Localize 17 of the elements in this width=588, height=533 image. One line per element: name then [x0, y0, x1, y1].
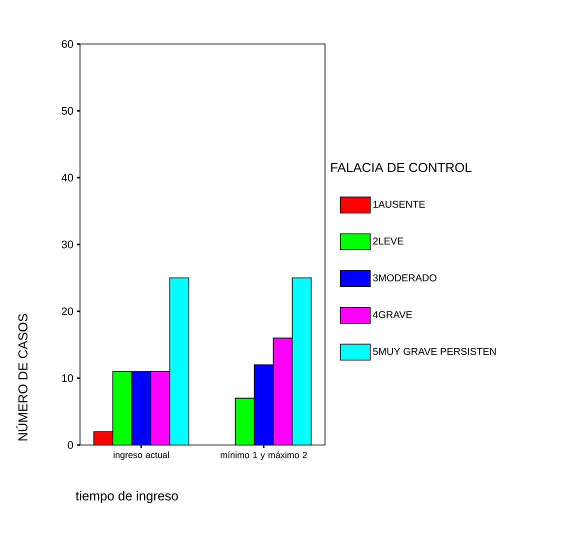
y-tick-label: 10	[62, 374, 74, 382]
legend-label: 2LEVE	[373, 238, 404, 244]
y-tick-label: 60	[62, 40, 74, 48]
x-axis-title: tiempo de ingreso	[76, 490, 178, 504]
y-axis-title: NÚMERO DE CASOS	[16, 314, 28, 440]
y-tick-label: 30	[62, 240, 74, 248]
legend-label: 4GRAVE	[372, 311, 412, 318]
legend-label: 3MODERADO	[373, 274, 436, 282]
legend-title: FALACIA DE CONTROL	[331, 162, 472, 172]
legend-label: 1AUSENTE	[373, 200, 425, 208]
legend-label: 5MUY GRAVE PERSISTEN	[373, 348, 496, 355]
y-tick-label: 20	[62, 307, 74, 316]
y-tick-label: 40	[62, 174, 74, 182]
x-tick-label: mínimo 1 y máximo 2	[220, 451, 307, 460]
y-tick-label: 0	[68, 441, 74, 449]
y-tick-label: 50	[62, 106, 74, 115]
x-tick-label: ingreso actual	[114, 452, 169, 460]
